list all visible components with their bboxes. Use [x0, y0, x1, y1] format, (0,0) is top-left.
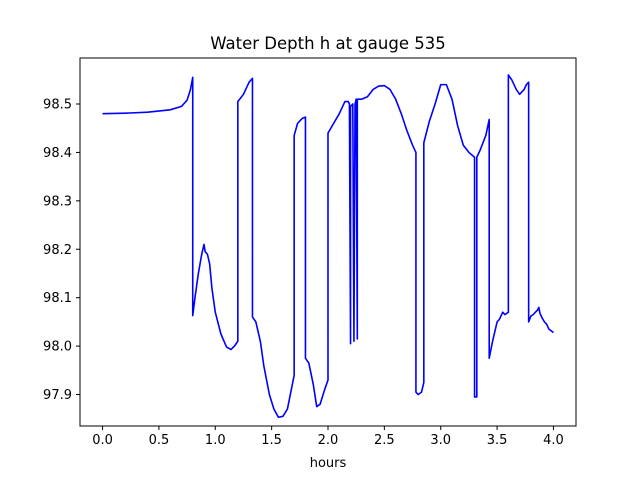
x-tick-label: 2.0 [318, 433, 339, 448]
y-tick-label: 97.9 [43, 388, 72, 403]
x-tick-label: 1.0 [205, 433, 226, 448]
x-tick-label: 3.0 [430, 433, 451, 448]
y-tick-label: 98.2 [43, 243, 72, 258]
y-tick-label: 98.4 [43, 146, 72, 161]
plot-frame [79, 57, 577, 427]
x-tick-label: 0.5 [149, 433, 170, 448]
x-tick-label: 2.5 [374, 433, 395, 448]
x-axis-label: hours [310, 456, 347, 471]
y-tick-label: 98.0 [43, 340, 72, 355]
x-tick-label: 4.0 [543, 433, 564, 448]
chart-title: Water Depth h at gauge 535 [210, 34, 445, 53]
y-tick-label: 98.3 [43, 194, 72, 209]
y-tick-label: 98.1 [43, 291, 72, 306]
series-line-1 [102, 74, 554, 419]
x-tick-label: 0.0 [92, 433, 113, 448]
x-tick-label: 1.5 [261, 433, 282, 448]
y-tick-label: 98.5 [43, 98, 72, 113]
x-tick-label: 3.5 [487, 433, 508, 448]
